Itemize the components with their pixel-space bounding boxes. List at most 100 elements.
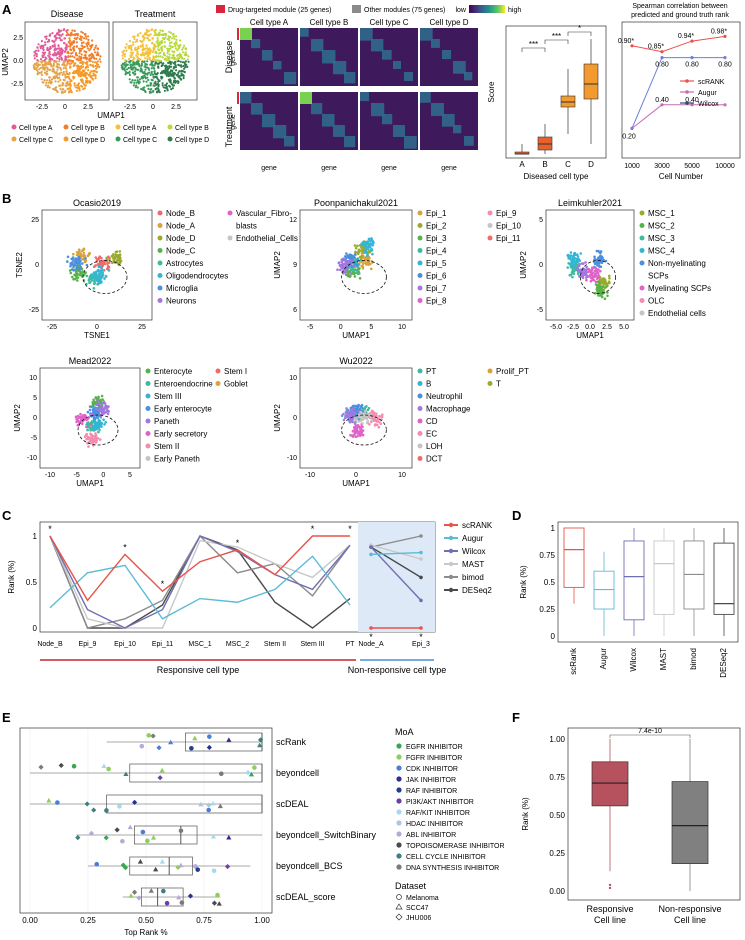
umap-b-point <box>104 404 107 408</box>
panel-letter-c: C <box>2 508 12 523</box>
umap-xtick-4: -2.5 <box>124 104 136 111</box>
umap-b-point <box>76 258 79 262</box>
umap-point <box>96 66 99 69</box>
umap-b-point <box>365 417 369 421</box>
umap-point <box>59 78 62 82</box>
umap-b-legend-label: Oligodendrocytes <box>166 272 228 281</box>
umap-point <box>73 70 76 73</box>
umap-point <box>64 58 68 61</box>
umap-point <box>172 54 175 57</box>
umap-b-title: Leimkuhler2021 <box>558 198 622 208</box>
umap-b-point <box>375 412 378 416</box>
legend-label: Cell type D <box>175 137 209 144</box>
top-rank-point <box>75 835 81 841</box>
umap-point <box>74 62 77 65</box>
umap-b-point <box>594 272 597 276</box>
umap-b-point <box>598 278 602 281</box>
umap-point <box>163 41 166 44</box>
spearman-xtick: 1000 <box>624 163 640 170</box>
umap-point <box>35 61 38 64</box>
umap-b-point <box>371 240 375 243</box>
umap-point <box>175 35 178 38</box>
umap-b-point <box>363 409 367 413</box>
umap-b-point <box>360 249 363 252</box>
umap-point <box>181 61 185 64</box>
umap-point <box>80 60 84 63</box>
umap-b-point <box>346 254 349 257</box>
umap-b-point <box>84 257 87 260</box>
umap-b-point <box>85 263 89 267</box>
umap-b-legend-label: Microglia <box>166 284 199 293</box>
umap-point <box>176 80 179 83</box>
umap-point <box>163 89 166 92</box>
moa-legend-label: CELL CYCLE INHIBITOR <box>406 854 486 861</box>
rank-category: Epi_9 <box>79 641 97 648</box>
umap-point <box>66 62 69 65</box>
umap-point <box>75 41 78 44</box>
umap-point <box>154 62 157 65</box>
umap-b-point <box>98 438 102 441</box>
top-rank-point <box>226 834 232 840</box>
umap-point <box>56 68 59 71</box>
umap-point <box>40 73 44 76</box>
umap-point <box>159 41 162 44</box>
umap-b-point <box>83 435 87 439</box>
umap-point <box>149 88 152 91</box>
umap-b-point <box>79 272 82 276</box>
umap-b-point <box>101 407 104 411</box>
umap-b-legend-dot <box>417 381 423 386</box>
colorbar-high: high <box>508 7 521 14</box>
umap-point <box>79 57 82 60</box>
umap-point <box>53 71 56 74</box>
top-rank-point <box>211 868 217 874</box>
umap-b-xlabel: UMAP1 <box>342 479 370 488</box>
umap-point <box>80 36 83 40</box>
umap-point <box>163 45 167 48</box>
umap-point <box>177 71 180 74</box>
umap-point <box>37 49 40 53</box>
umap-b-xtick: 0 <box>339 324 343 331</box>
umap-point <box>146 55 149 58</box>
umap-point <box>182 51 185 54</box>
umap-b-point <box>94 406 98 410</box>
umap-point <box>51 31 54 35</box>
top-rank-method: beyondcell_BCS <box>276 861 343 871</box>
rank-nr-point <box>369 626 373 630</box>
umap-point <box>49 68 52 71</box>
umap-b-point <box>356 259 359 263</box>
umap-point <box>156 37 159 40</box>
rank-star: * <box>236 538 240 548</box>
umap-b-legend-dot <box>417 285 423 291</box>
umap-point <box>171 33 174 36</box>
umap-point <box>62 60 65 63</box>
umap-point <box>69 80 72 83</box>
umap-b-point <box>370 260 374 263</box>
sig-label: * <box>578 24 581 33</box>
umap-b-point <box>88 275 92 278</box>
umap-point <box>78 55 81 58</box>
umap-point <box>133 66 136 69</box>
rank-category: Epi_11 <box>152 641 173 648</box>
cellline-category: Cell line <box>674 915 706 925</box>
spearman-title-1: Spearman correlation between <box>632 3 727 10</box>
umap-point <box>51 69 54 73</box>
panel-letter-a: A <box>2 2 12 17</box>
umap-b-point <box>595 283 599 287</box>
umap-b-point <box>572 269 576 273</box>
umap-point <box>54 38 57 41</box>
umap-point <box>128 78 131 81</box>
umap-b-point <box>346 415 349 419</box>
umap-b-point <box>101 271 104 275</box>
heatmap-module <box>404 136 417 149</box>
umap-b-legend-dot <box>639 260 645 266</box>
heatmap-module <box>240 92 252 104</box>
umap-point <box>64 84 67 87</box>
wilcox-label: 0.80 <box>718 62 732 69</box>
umap-point <box>36 59 39 62</box>
umap-point <box>144 90 147 94</box>
heatmap-module <box>404 72 413 81</box>
umap-point <box>152 58 156 61</box>
umap-b-legend-label: Epi_8 <box>426 297 447 306</box>
umap-point <box>58 36 61 40</box>
umap-point <box>166 49 169 52</box>
